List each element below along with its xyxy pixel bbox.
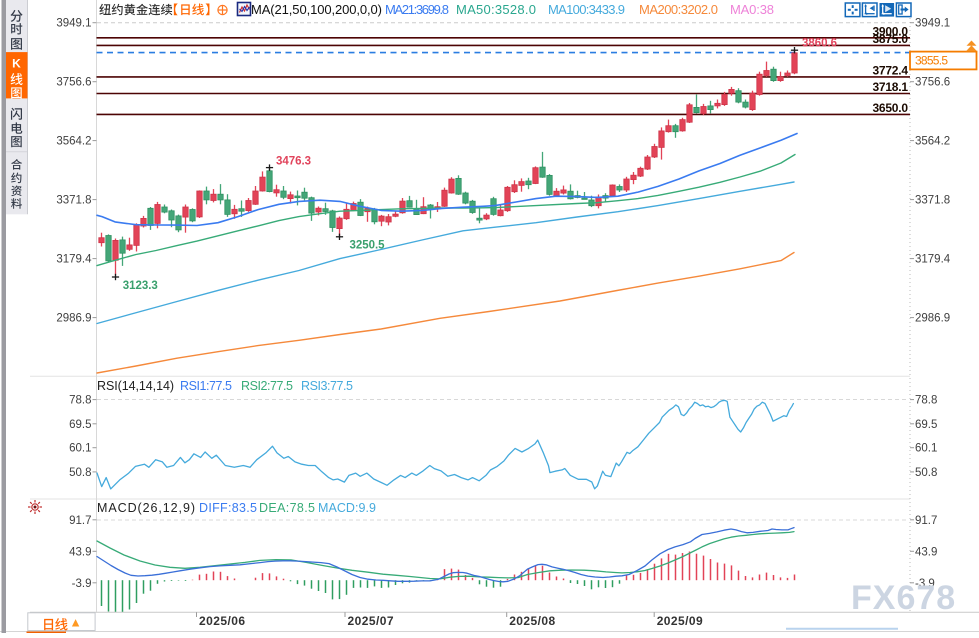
svg-text:91.7: 91.7 — [915, 515, 937, 527]
svg-text:2986.9: 2986.9 — [56, 313, 91, 325]
svg-text:2986.9: 2986.9 — [915, 313, 950, 325]
svg-text:3900.0: 3900.0 — [873, 24, 909, 38]
svg-text:3949.1: 3949.1 — [915, 18, 950, 30]
svg-text:3123.3: 3123.3 — [123, 280, 158, 292]
svg-text:3756.6: 3756.6 — [915, 77, 950, 89]
svg-text:43.9: 43.9 — [915, 546, 937, 558]
svg-text:3564.2: 3564.2 — [56, 136, 91, 148]
svg-text:60.1: 60.1 — [915, 443, 937, 455]
svg-text:K: K — [12, 57, 21, 71]
svg-text:3371.8: 3371.8 — [56, 195, 91, 207]
svg-text:MA0:38: MA0:38 — [730, 2, 774, 17]
svg-text:MA(21,50,100,200,0,0): MA(21,50,100,200,0,0) — [251, 2, 382, 17]
svg-text:78.8: 78.8 — [915, 395, 937, 407]
svg-text:MA100:3433.9: MA100:3433.9 — [548, 2, 625, 17]
svg-text:MA200:3202.0: MA200:3202.0 — [639, 2, 718, 17]
svg-text:3875.0: 3875.0 — [873, 32, 909, 46]
svg-text:DIFF:83.5: DIFF:83.5 — [199, 501, 257, 515]
svg-text:43.9: 43.9 — [69, 546, 91, 558]
svg-text:RSI(14,14,14): RSI(14,14,14) — [97, 379, 174, 393]
svg-text:50.8: 50.8 — [915, 467, 937, 479]
svg-text:3250.5: 3250.5 — [350, 240, 386, 252]
svg-text:3860.6: 3860.6 — [802, 37, 837, 49]
svg-text:-3.9: -3.9 — [72, 578, 92, 590]
svg-text:3949.1: 3949.1 — [56, 18, 91, 30]
svg-text:69.5: 69.5 — [915, 419, 937, 431]
svg-text:2025/06: 2025/06 — [199, 614, 245, 628]
svg-text:RSI2:77.5: RSI2:77.5 — [241, 379, 293, 393]
svg-text:-3.9: -3.9 — [915, 578, 935, 590]
svg-text:MA50:3528.0: MA50:3528.0 — [456, 2, 536, 17]
svg-text:3772.4: 3772.4 — [873, 63, 909, 77]
svg-text:3179.4: 3179.4 — [915, 254, 951, 266]
svg-text:MA21:3699.8: MA21:3699.8 — [385, 2, 449, 17]
svg-text:50.8: 50.8 — [69, 467, 91, 479]
svg-text:3564.2: 3564.2 — [915, 136, 950, 148]
svg-text:3371.8: 3371.8 — [915, 195, 950, 207]
svg-text:2025/08: 2025/08 — [509, 614, 555, 628]
svg-text:69.5: 69.5 — [69, 419, 91, 431]
svg-text:3756.6: 3756.6 — [56, 77, 91, 89]
svg-text:3855.5: 3855.5 — [915, 54, 948, 68]
svg-text:91.7: 91.7 — [69, 515, 91, 527]
svg-text:3650.0: 3650.0 — [873, 101, 909, 115]
svg-text:RSI3:77.5: RSI3:77.5 — [301, 379, 353, 393]
svg-text:2025/07: 2025/07 — [348, 614, 394, 628]
svg-text:2025/09: 2025/09 — [657, 614, 703, 628]
svg-text:3179.4: 3179.4 — [56, 254, 92, 266]
svg-text:FX678: FX678 — [851, 579, 956, 617]
svg-text:78.8: 78.8 — [69, 395, 91, 407]
svg-text:MACD(26,12,9): MACD(26,12,9) — [97, 501, 195, 515]
svg-text:3476.3: 3476.3 — [276, 156, 311, 168]
svg-text:MACD:9.9: MACD:9.9 — [318, 501, 376, 515]
svg-text:RSI1:77.5: RSI1:77.5 — [180, 379, 232, 393]
svg-text:60.1: 60.1 — [69, 443, 91, 455]
svg-text:3718.1: 3718.1 — [873, 80, 909, 94]
svg-text:DEA:78.5: DEA:78.5 — [259, 501, 315, 515]
